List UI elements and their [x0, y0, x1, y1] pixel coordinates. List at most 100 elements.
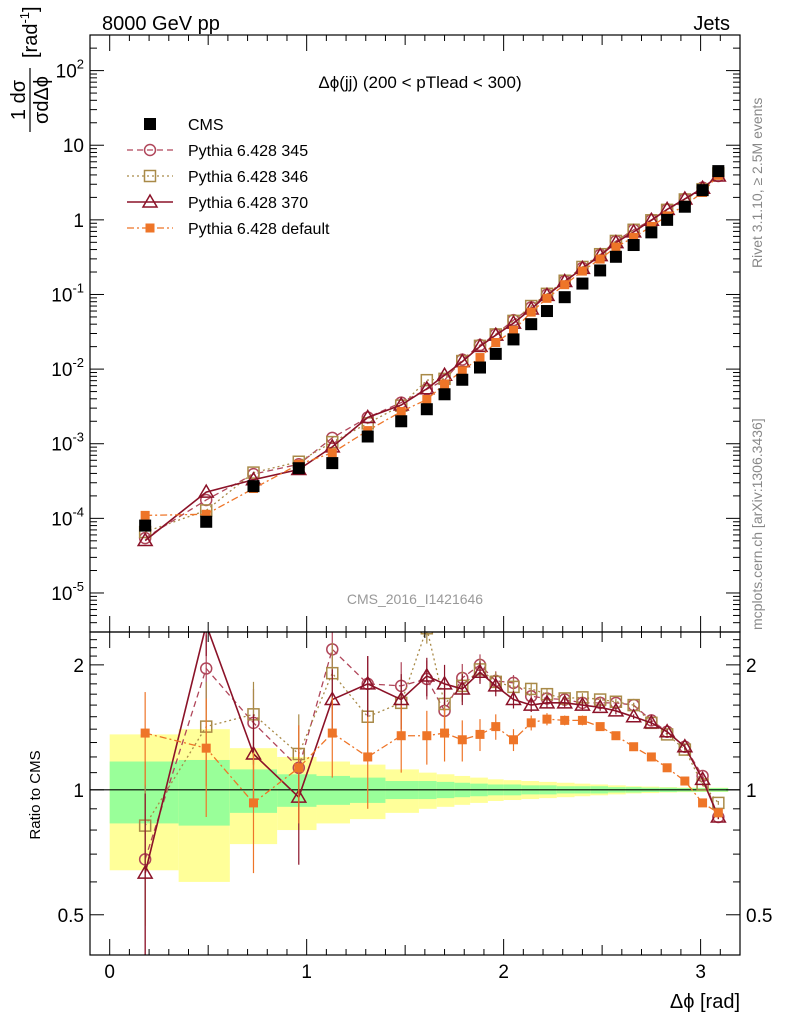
- ratio-y-axis-label: Ratio to CMS: [27, 750, 44, 839]
- series-3-main-point: [440, 379, 450, 389]
- ratio-band-inner: [109, 761, 179, 824]
- series-3-main-point: [327, 448, 337, 458]
- series-2-ratio-point: [625, 708, 642, 723]
- cms-data-point: [712, 165, 725, 178]
- series-3-main-point: [577, 266, 587, 276]
- series-2-ratio-point: [676, 738, 694, 753]
- cms-data-point: [200, 515, 213, 528]
- energy-label: 8000 GeV pp: [102, 13, 220, 35]
- cms-data-point: [558, 291, 571, 304]
- cms-data-point: [645, 226, 658, 239]
- series-3-ratio-point: [422, 731, 432, 741]
- main-y-tick-label-exp: 2: [77, 57, 84, 72]
- series-3-ratio-point: [457, 735, 467, 745]
- series-3-main-point: [491, 338, 501, 348]
- y-axis-label-den: σdΔϕ: [31, 76, 53, 124]
- cms-data-point: [139, 519, 152, 532]
- series-2-ratio-point: [418, 667, 436, 682]
- process-label: Jets: [693, 13, 730, 35]
- series-3-main-point: [542, 293, 552, 303]
- series-3-ratio-point: [491, 722, 501, 732]
- y-axis-label-unit: [rad-1]: [17, 6, 42, 58]
- main-y-tick-label: 102: [56, 57, 84, 83]
- legend-marker: [145, 223, 155, 233]
- ratio-band-inner: [277, 774, 317, 807]
- cms-data-point: [678, 200, 691, 213]
- cms-data-point: [247, 480, 260, 493]
- series-3-ratio-point: [698, 798, 708, 808]
- main-series-layer: [136, 165, 727, 547]
- legend-label: Pythia 6.428 346: [188, 169, 308, 186]
- series-2-ratio-point: [538, 694, 556, 709]
- x-axis-label: Δϕ [rad]: [670, 991, 740, 1013]
- main-y-tick-label-base: 10: [51, 285, 72, 306]
- ratio-y-tick-label-right: 1: [746, 781, 757, 802]
- cms-data-point: [540, 305, 553, 318]
- cms-data-point: [594, 264, 607, 277]
- y-axis-label-num: 1 dσ: [8, 79, 30, 120]
- main-y-tick-label-exp: -3: [72, 430, 84, 445]
- series-2-ratio-point: [591, 698, 609, 714]
- series-2-ratio-point: [359, 675, 377, 690]
- rivet-label: Rivet 3.1.10, ≥ 2.5M events: [749, 98, 765, 268]
- series-0-ratio-point: [696, 769, 709, 783]
- series-2-ratio-point: [392, 691, 410, 706]
- main-y-tick-label: 1: [73, 211, 84, 232]
- series-1-ratio-point: [609, 695, 623, 708]
- series-1-ratio-point: [524, 682, 538, 696]
- y-axis-label: 1 dσ σdΔϕ [rad-1]: [8, 6, 53, 132]
- series-1-ratio-point: [420, 632, 434, 635]
- series-3-main-point: [396, 407, 406, 417]
- series-3-main-point: [457, 366, 467, 376]
- series-2-ratio-point: [453, 680, 471, 695]
- series-1-main-line: [144, 173, 719, 533]
- chart-title: Δϕ(jj) (200 < pTlead < 300): [318, 73, 521, 92]
- series-3-ratio-point: [140, 728, 150, 738]
- cms-data-point: [326, 457, 339, 470]
- main-y-tick-label: 10-5: [51, 579, 84, 605]
- series-3-ratio-point: [526, 718, 536, 728]
- series-3-main-point: [475, 353, 485, 363]
- cms-data-point: [438, 388, 451, 401]
- main-y-tick-label: 10-3: [51, 430, 84, 456]
- cms-data-point: [395, 415, 408, 428]
- series-2-ratio-point: [522, 696, 540, 711]
- main-y-tick-label-exp: -5: [72, 579, 84, 594]
- series-3-main-point: [508, 325, 518, 335]
- ratio-band-inner: [178, 759, 230, 826]
- ratio-y-tick-label-left: 2: [73, 656, 84, 677]
- legend-label: Pythia 6.428 default: [188, 221, 330, 238]
- main-y-tick-label: 10: [63, 136, 84, 157]
- legend-marker: [141, 193, 159, 208]
- ratio-y-tick-label-left: 0.5: [58, 906, 84, 927]
- x-tick-label: 3: [695, 962, 706, 983]
- series-3-ratio-point: [577, 715, 587, 725]
- series-2-main-point: [418, 380, 436, 395]
- series-3-main-point: [422, 394, 432, 404]
- series-3-ratio-point: [440, 728, 450, 738]
- series-3-ratio-point: [201, 743, 211, 753]
- main-y-tick-label-exp: -4: [72, 504, 84, 519]
- series-2-ratio-point: [694, 770, 711, 786]
- cms-data-point: [525, 318, 538, 331]
- series-3-main-point: [611, 242, 621, 252]
- main-y-tick-label-exp: -1: [72, 280, 84, 295]
- series-2-ratio-point: [505, 691, 522, 706]
- series-3-ratio-point: [327, 728, 337, 738]
- main-y-tick-label-base: 10: [51, 509, 72, 530]
- legend-label: Pythia 6.428 370: [188, 195, 308, 212]
- series-2-ratio-point: [556, 694, 574, 709]
- cms-data-point: [507, 333, 520, 346]
- legend-marker: [144, 118, 156, 130]
- series-3-ratio-point: [662, 763, 672, 773]
- cms-data-point: [661, 213, 674, 226]
- series-2-main-line: [144, 175, 719, 542]
- main-y-tick-label-base: 10: [56, 62, 77, 83]
- cms-data-point: [576, 277, 589, 290]
- main-y-tick-label-base: 10: [51, 584, 72, 605]
- cms-data-point: [420, 403, 433, 416]
- series-3-ratio-point: [475, 729, 485, 739]
- ratio-series-layer: [136, 632, 727, 955]
- series-2-main-point: [471, 337, 489, 353]
- series-2-main-point: [136, 532, 154, 547]
